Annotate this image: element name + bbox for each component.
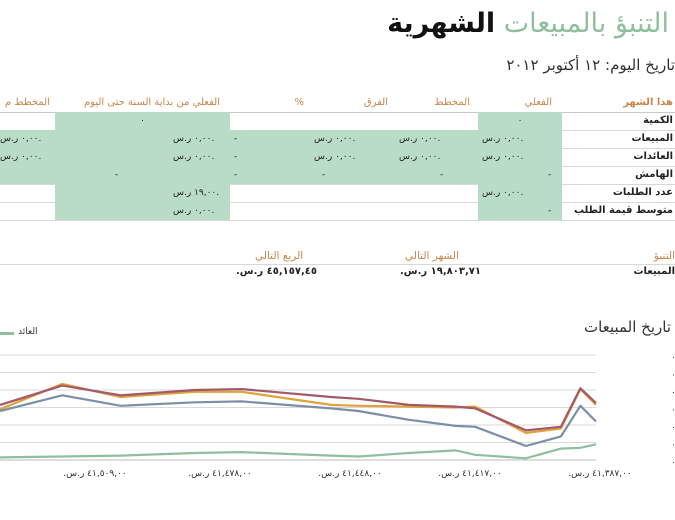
date-line: تاريخ اليوم: ١٢ أكتوبر ٢٠١٢ [506,56,675,74]
date-value: ١٢ أكتوبر ٢٠١٢ [506,56,601,74]
cell-planned[interactable]: - [395,166,478,184]
row-label: عدد الطلبات [612,187,673,198]
series-line-0 [0,382,597,434]
x-tick-label: ٤١,٥٠٩,٠٠ ر.س. [63,469,126,479]
next-quarter-label: الربع التالي [255,250,304,262]
cell-ytd-actual[interactable]: ٠,٠٠ ر.س. [55,130,230,148]
cell-actual[interactable]: ٠,٠٠ ر.س. [478,130,562,148]
table-row: متوسط قيمة الطلب - ٠,٠٠ ر.س. [0,202,675,221]
series-line-2 [0,394,597,448]
cell-actual[interactable]: ٠,٠٠ ر.س. [478,184,562,202]
chart-title: تاريخ المبيعات [583,318,671,336]
table-row: عدد الطلبات ٠,٠٠ ر.س. ١٩,٠٠ ر.س. [0,184,675,203]
header-diff: الفرق [363,97,388,108]
x-tick-label: ٤١,٣٨٧,٠٠ ر.س. [568,469,631,479]
cell-diff[interactable]: ٠,٠٠ ر.س. [310,148,395,166]
header-this-month: هذا الشهر [623,97,673,108]
series-line-1 [0,384,597,432]
y-tick-label: ٤٠٠٠,٠٠ ر.س. [672,421,675,431]
header-pct: % [294,97,304,108]
y-tick-label: ٨٠٠٠,٠٠ ر.س. [672,386,675,396]
cell-ytd-planned[interactable]: ٠,٠٠ ر.س. [0,148,55,166]
row-label: الكمية [643,115,673,126]
forecast-label: التنبؤ [653,250,675,262]
cell-actual[interactable]: - [478,202,562,220]
legend-swatch [0,332,14,335]
cell-ytd-actual[interactable]: - [55,166,230,184]
y-tick-label: ١٢٠٠٠,٠٠ ر.س. [672,351,675,361]
x-tick-label: ٤١,٤٤٨,٠٠ ر.س. [318,469,381,479]
row-label: المبيعات [631,133,674,144]
cell-actual[interactable]: ٠ [478,112,562,130]
projection-divider [0,264,675,265]
cell-pct[interactable]: - [230,130,310,148]
cell-ytd-planned[interactable] [0,166,55,184]
projection-row-label: المبيعات [633,266,675,277]
series-line-3 [0,443,597,460]
header-ytd-actual: الفعلي من بداية السنة حتى اليوم [83,97,220,108]
cell-planned[interactable]: ٠,٠٠ ر.س. [395,148,478,166]
x-tick-label: ٤١,٤١٧,٠٠ ر.س. [438,469,501,479]
table-row: الهامش - - - - - [0,166,675,185]
cell-diff[interactable]: - [310,166,395,184]
next-quarter-value: ٤٥,١٥٧,٤٥ ر.س. [236,266,317,277]
next-month-value: ١٩,٨٠٣,٧١ ر.س. [400,266,481,277]
cell-ytd-actual[interactable]: ١٩,٠٠ ر.س. [55,184,230,202]
title-part-2: الشهرية [387,8,496,39]
cell-ytd-planned[interactable]: ٠,٠٠ ر.س. [0,130,55,148]
row-label: متوسط قيمة الطلب [573,205,673,216]
header-ytd-planned: المخطط م [4,97,50,108]
y-tick-label: ١٠٠٠٠,٠٠ ر.س. [672,369,675,379]
header-actual: الفعلي [524,97,552,108]
page-title: التنبؤ بالمبيعات الشهرية [387,8,669,39]
table-header-row: هذا الشهر الفعلي المخطط الفرق % الفعلي م… [0,94,675,113]
cell-actual[interactable]: ٠,٠٠ ر.س. [478,148,562,166]
title-part-1: التنبؤ بالمبيعات [503,8,669,39]
x-tick-label: ٤١,٤٧٨,٠٠ ر.س. [188,469,251,479]
row-label: العائدات [633,151,673,162]
table-row: العائدات ٠,٠٠ ر.س. ٠,٠٠ ر.س. ٠,٠٠ ر.س. -… [0,148,675,167]
cell-pct[interactable]: - [230,166,310,184]
cell-pct[interactable]: - [230,148,310,166]
next-month-label: الشهر التالي [405,250,459,262]
cell-ytd-actual[interactable]: ٠,٠٠ ر.س. [55,148,230,166]
legend-label: العائد [18,327,38,337]
y-tick-label: ٦٠٠٠,٠٠ ر.س. [672,404,675,414]
y-tick-label: ٠,٠٠ ر.س. [672,456,675,466]
date-label: تاريخ اليوم: [605,56,675,74]
cell-actual[interactable]: - [478,166,562,184]
cell-ytd-actual[interactable]: ٠ [55,112,230,130]
header-planned: المخطط [434,97,470,108]
cell-planned[interactable]: ٠,٠٠ ر.س. [395,130,478,148]
row-label: الهامش [635,169,673,180]
y-tick-label: ٢٠٠٠,٠٠ ر.س. [672,439,675,449]
cell-diff[interactable]: ٠,٠٠ ر.س. [310,130,395,148]
cell-ytd-actual[interactable]: ٠,٠٠ ر.س. [55,202,230,220]
